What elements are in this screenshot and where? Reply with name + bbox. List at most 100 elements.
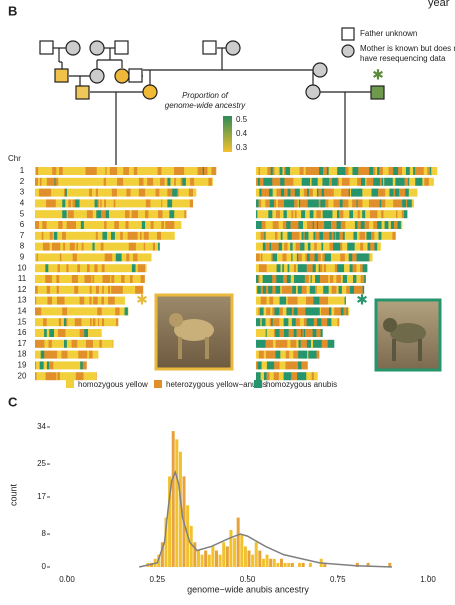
segment bbox=[337, 264, 340, 272]
segment bbox=[56, 275, 59, 283]
segment bbox=[409, 189, 414, 197]
segment bbox=[74, 189, 79, 197]
segment bbox=[315, 275, 320, 283]
segment bbox=[264, 372, 267, 380]
segment bbox=[338, 297, 342, 305]
segment bbox=[39, 307, 42, 315]
segment bbox=[133, 275, 137, 283]
segment bbox=[262, 253, 266, 261]
segment bbox=[140, 286, 144, 294]
segment bbox=[105, 253, 110, 261]
bar bbox=[262, 559, 265, 567]
segment bbox=[76, 372, 80, 380]
segment bbox=[283, 232, 288, 240]
segment bbox=[272, 286, 276, 294]
segment bbox=[60, 243, 63, 251]
segment bbox=[167, 232, 172, 240]
segment bbox=[432, 178, 434, 186]
segment bbox=[35, 329, 40, 337]
segment bbox=[73, 253, 78, 261]
segment bbox=[266, 253, 271, 261]
segment bbox=[352, 253, 357, 261]
segment bbox=[336, 275, 341, 283]
y-tick-label: 17 bbox=[37, 492, 46, 501]
segment bbox=[108, 318, 113, 326]
segment bbox=[35, 178, 38, 186]
segment bbox=[113, 243, 117, 251]
segment bbox=[186, 178, 191, 186]
segment bbox=[280, 351, 283, 359]
segment bbox=[80, 361, 83, 369]
segment bbox=[172, 189, 177, 197]
segment bbox=[142, 167, 147, 175]
segment bbox=[393, 199, 398, 207]
segment bbox=[393, 167, 398, 175]
segment bbox=[96, 178, 99, 186]
segment bbox=[107, 167, 111, 175]
segment bbox=[64, 178, 67, 186]
segment bbox=[94, 372, 96, 380]
segment bbox=[341, 189, 346, 197]
segment bbox=[256, 372, 259, 380]
segment bbox=[64, 264, 66, 272]
segment bbox=[64, 318, 67, 326]
segment bbox=[288, 318, 292, 326]
segment bbox=[334, 189, 339, 197]
bar bbox=[287, 563, 290, 567]
segment bbox=[274, 361, 279, 369]
segment bbox=[90, 286, 92, 294]
bar bbox=[190, 526, 193, 567]
segment bbox=[301, 340, 306, 348]
segment bbox=[267, 361, 270, 369]
segment bbox=[266, 286, 268, 294]
segment bbox=[342, 167, 346, 175]
segment bbox=[66, 167, 71, 175]
segment bbox=[134, 167, 138, 175]
segment bbox=[290, 243, 293, 251]
key-text: Father unknown bbox=[360, 29, 417, 38]
segment bbox=[346, 264, 350, 272]
segment bbox=[110, 297, 115, 305]
segment bbox=[65, 189, 67, 197]
segment bbox=[119, 297, 123, 305]
chr-label: 8 bbox=[20, 242, 25, 251]
segment bbox=[43, 318, 47, 326]
segment bbox=[315, 232, 320, 240]
segment bbox=[86, 221, 90, 229]
segment bbox=[359, 232, 361, 240]
segment bbox=[112, 189, 116, 197]
segment bbox=[73, 361, 78, 369]
segment bbox=[92, 221, 97, 229]
segment bbox=[57, 297, 60, 305]
segment bbox=[79, 232, 84, 240]
segment bbox=[68, 361, 73, 369]
segment bbox=[358, 189, 362, 197]
segment bbox=[63, 243, 65, 251]
segment bbox=[345, 221, 348, 229]
segment bbox=[57, 372, 60, 380]
segment bbox=[293, 243, 296, 251]
segment bbox=[318, 340, 322, 348]
chr-label: 6 bbox=[20, 220, 25, 229]
segment bbox=[47, 286, 51, 294]
segment bbox=[259, 221, 262, 229]
segment bbox=[69, 307, 73, 315]
segment bbox=[67, 232, 71, 240]
segment bbox=[56, 199, 61, 207]
segment bbox=[273, 340, 276, 348]
segment bbox=[198, 167, 202, 175]
segment bbox=[165, 178, 168, 186]
segment bbox=[259, 351, 263, 359]
segment bbox=[316, 297, 319, 305]
segment bbox=[59, 275, 64, 283]
segment bbox=[179, 189, 184, 197]
segment bbox=[308, 199, 313, 207]
segment bbox=[385, 189, 390, 197]
bar bbox=[302, 563, 305, 567]
segment bbox=[337, 167, 342, 175]
bar bbox=[226, 546, 229, 567]
segment bbox=[53, 372, 57, 380]
segment bbox=[80, 329, 85, 337]
segment bbox=[320, 199, 325, 207]
segment bbox=[47, 361, 49, 369]
